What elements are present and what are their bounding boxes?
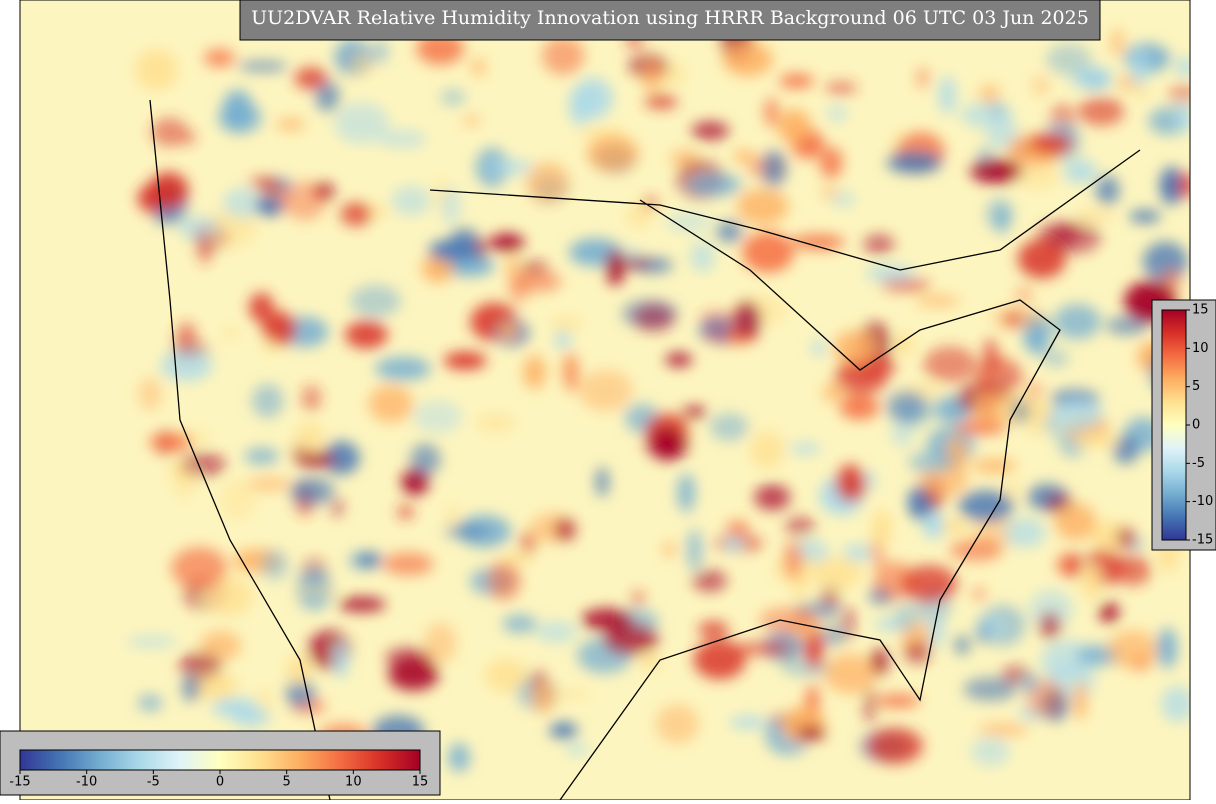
colorbar-tick-label: 15	[1192, 303, 1209, 318]
humidity-field	[126, 22, 1190, 772]
colorbar-tick-label: -15	[1192, 533, 1213, 548]
coastlines	[149, 99, 1141, 800]
colorbar-tick-label: 15	[412, 775, 429, 790]
colorbar-tick-label: 5	[283, 775, 291, 790]
colorbar-tick-label: -10	[76, 775, 97, 790]
colorbar-tick-label: -5	[1192, 456, 1205, 471]
colorbar-bottom	[19, 749, 421, 771]
colorbar-tick-label: -10	[1192, 494, 1213, 509]
title-box	[239, 0, 1101, 41]
colorbar-tick-label: 0	[1192, 418, 1200, 433]
colorbar-tick-label: 10	[1192, 341, 1209, 356]
colorbar-tick-label: -15	[9, 775, 30, 790]
colorbar-tick-label: -5	[147, 775, 160, 790]
colorbar-tick-label: 5	[1192, 379, 1200, 394]
colorbar-right	[1161, 309, 1187, 541]
colorbar-tick-label: 0	[216, 775, 224, 790]
title: UU2DVAR Relative Humidity Innovation usi…	[251, 7, 1089, 29]
colorbar-tick-label: 10	[345, 775, 362, 790]
